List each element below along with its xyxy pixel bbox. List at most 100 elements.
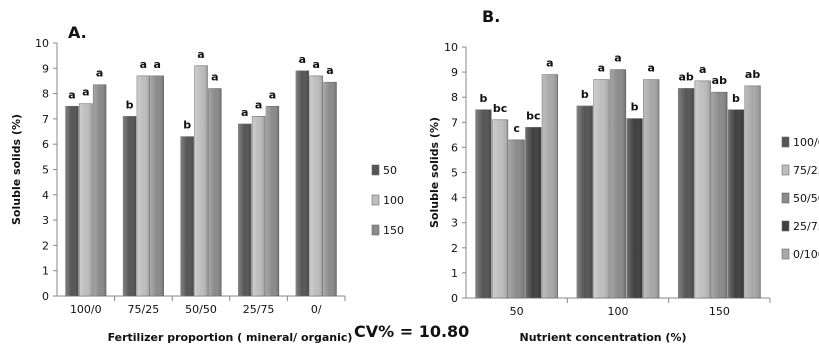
bar-shading [238,123,252,297]
legend-label: 100 [383,194,404,207]
y-tick-label: 5 [451,167,458,180]
bar-shading [79,103,93,296]
y-tick-label: 4 [42,189,49,202]
bar-shading [65,106,79,296]
legend-swatch [781,248,790,260]
significance-letter: a [140,58,147,71]
significance-letter: b [183,119,191,132]
panel-label: A. [68,23,87,42]
x-tick-label: 25/75 [243,303,275,316]
legend-swatch [781,164,790,176]
y-tick-label: 6 [42,138,49,151]
bar-shading [309,75,323,296]
y-tick-label: 0 [451,292,458,305]
legend-label: 150 [383,224,404,237]
bar-shading [542,74,558,298]
bar-shading [266,106,279,296]
significance-letter: a [326,64,333,77]
x-tick-label: 75/25 [128,303,160,316]
bar-shading [475,109,492,298]
y-tick-label: 3 [451,217,458,230]
significance-letter: bc [493,102,507,115]
significance-letter: a [96,67,103,80]
significance-letter: a [154,58,161,71]
panel-label: B. [482,7,500,26]
y-tick-label: 1 [451,267,458,280]
significance-letter: a [269,88,276,101]
y-tick-label: 1 [42,265,49,278]
significance-letter: a [598,62,605,75]
significance-letter: a [546,57,553,70]
significance-letter: a [699,63,706,76]
legend-swatch [371,164,380,176]
significance-letter: a [82,86,89,99]
bar-shading [744,85,761,298]
legend-label: 0/100 [793,248,819,261]
significance-letter: ab [712,74,727,87]
y-tick-label: 8 [42,88,49,101]
y-tick-label: 3 [42,214,49,227]
bar-shading [492,119,508,298]
bar-shading [678,88,694,298]
significance-letter: a [197,48,204,61]
y-tick-label: 2 [451,242,458,255]
significance-letter: a [312,58,319,71]
x-axis-title: Nutrient concentration (%) [519,331,686,344]
bar-shading [711,92,728,299]
x-tick-label: 50 [510,305,524,318]
y-tick-label: 10 [35,37,49,50]
significance-letter: a [241,106,248,119]
legend-swatch [371,224,380,236]
bar-shading [150,75,164,296]
bar-shading [626,118,643,298]
legend-label: 75/25 [793,164,819,177]
significance-letter: bc [526,109,540,122]
x-tick-label: 100/0 [70,303,102,316]
significance-letter: ab [745,68,760,81]
significance-letter: b [631,101,639,114]
x-tick-label: 0/ [311,303,322,316]
significance-letter: a [68,88,75,101]
significance-letter: a [255,98,262,111]
bar-shading [93,84,107,297]
bar-shading [208,88,222,296]
bar-shading [136,75,150,296]
bar-shading [508,139,525,298]
bar-shading [593,79,610,298]
legend-label: 50/50 [793,192,819,205]
y-tick-label: 5 [42,164,49,177]
bar-shading [323,82,337,296]
significance-letter: a [299,53,306,66]
legend-swatch [371,194,380,206]
y-tick-label: 9 [42,62,49,75]
bar-shading [643,79,660,298]
y-tick-label: 0 [42,290,49,303]
y-tick-label: 8 [451,91,458,104]
significance-letter: a [648,62,655,75]
x-tick-label: 50/50 [185,303,217,316]
bar-shading [180,136,194,296]
y-tick-label: 10 [444,41,458,54]
significance-letter: b [479,92,487,105]
significance-letter: c [513,122,520,135]
bar-shading [525,127,542,298]
legend-label: 25/75 [793,220,819,233]
y-tick-label: 6 [451,141,458,154]
x-tick-label: 150 [709,305,730,318]
significance-letter: a [211,71,218,84]
significance-letter: b [581,88,589,101]
legend-label: 50 [383,164,397,177]
significance-letter: a [614,52,621,65]
x-tick-label: 100 [608,305,629,318]
y-tick-label: 7 [451,116,458,129]
bar-shading [576,105,593,298]
bar-shading [694,80,711,298]
bar-shading [610,69,626,298]
y-tick-label: 7 [42,113,49,126]
legend-swatch [781,220,790,232]
legend-swatch [781,136,790,148]
legend-swatch [781,192,790,204]
